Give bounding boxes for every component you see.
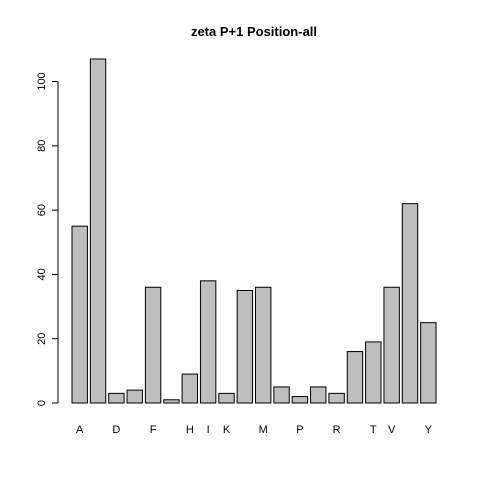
- bar-R: [328, 392, 345, 404]
- bar-M: [255, 286, 272, 404]
- x-tick-label: V: [388, 424, 396, 436]
- chart-title: zeta P+1 Position-all: [191, 24, 317, 39]
- bar-N: [273, 386, 290, 404]
- bar-W: [401, 203, 419, 404]
- bar-A: [71, 225, 88, 404]
- bar-T: [365, 341, 382, 404]
- bar-V: [383, 286, 400, 404]
- x-tick-label: R: [333, 424, 341, 436]
- bars: [71, 58, 437, 404]
- bar-L: [236, 289, 254, 404]
- x-tick-label: A: [76, 424, 84, 436]
- bar-Y: [420, 322, 437, 404]
- bar-P: [291, 396, 309, 404]
- y-tick-label: 20: [36, 333, 48, 345]
- y-tick-label: 60: [36, 204, 48, 216]
- bar-E: [126, 389, 143, 404]
- y-axis: 0 20 40 60 80 100: [36, 72, 59, 406]
- y-tick-label: 100: [36, 72, 48, 90]
- x-tick-label: K: [223, 424, 231, 436]
- x-tick-label: T: [370, 424, 377, 436]
- bar-I: [199, 280, 217, 404]
- y-tick-label: 40: [36, 268, 48, 280]
- bar-G: [163, 399, 180, 404]
- x-tick-label: H: [186, 424, 194, 436]
- bar-D: [108, 392, 125, 404]
- x-tick-label: I: [207, 424, 210, 436]
- bar-Q: [310, 386, 327, 404]
- bar-F: [144, 286, 162, 404]
- bar-H: [181, 373, 199, 404]
- x-tick-label: P: [296, 424, 303, 436]
- x-tick-label: Y: [425, 424, 433, 436]
- y-tick-label: 80: [36, 140, 48, 152]
- x-tick-label: M: [259, 424, 268, 436]
- x-tick-label: F: [150, 424, 157, 436]
- bar-K: [218, 392, 235, 404]
- y-tick-label: 0: [36, 400, 48, 406]
- x-tick-label: D: [112, 424, 120, 436]
- bar-S: [346, 351, 364, 404]
- bar-C: [89, 58, 107, 404]
